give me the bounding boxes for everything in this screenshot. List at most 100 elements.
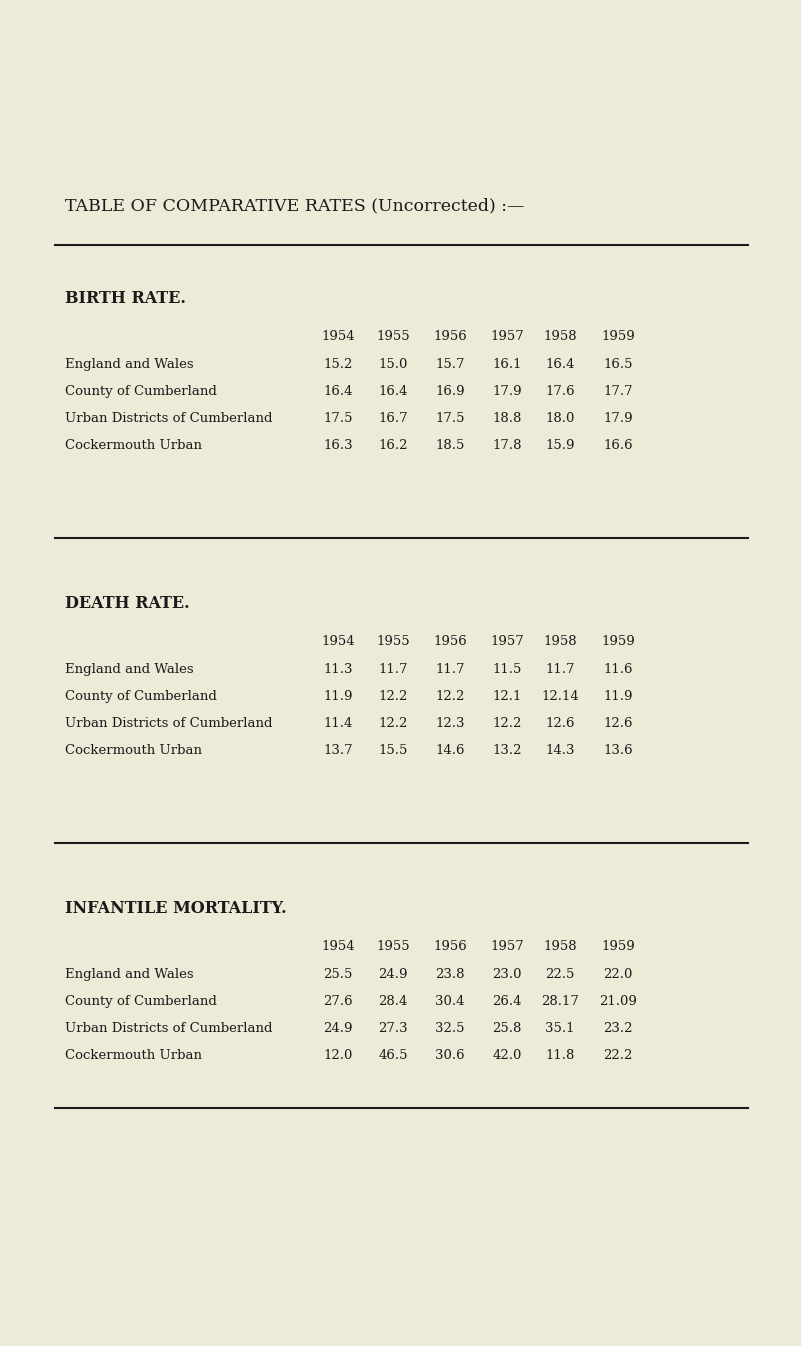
Text: 16.5: 16.5 bbox=[603, 358, 633, 371]
Text: 17.5: 17.5 bbox=[324, 412, 352, 425]
Text: 11.7: 11.7 bbox=[545, 664, 575, 676]
Text: Urban Districts of Cumberland: Urban Districts of Cumberland bbox=[65, 717, 272, 730]
Text: 27.6: 27.6 bbox=[323, 995, 352, 1008]
Text: 18.0: 18.0 bbox=[545, 412, 574, 425]
Text: 11.5: 11.5 bbox=[493, 664, 521, 676]
Text: 16.3: 16.3 bbox=[323, 439, 352, 452]
Text: 16.4: 16.4 bbox=[324, 385, 352, 398]
Text: 1955: 1955 bbox=[376, 635, 410, 647]
Text: 17.8: 17.8 bbox=[493, 439, 521, 452]
Text: 11.9: 11.9 bbox=[324, 690, 352, 703]
Text: 18.8: 18.8 bbox=[493, 412, 521, 425]
Text: 11.6: 11.6 bbox=[603, 664, 633, 676]
Text: 12.2: 12.2 bbox=[378, 717, 408, 730]
Text: 14.3: 14.3 bbox=[545, 744, 575, 756]
Text: 1957: 1957 bbox=[490, 635, 524, 647]
Text: 1957: 1957 bbox=[490, 330, 524, 343]
Text: 11.9: 11.9 bbox=[603, 690, 633, 703]
Text: England and Wales: England and Wales bbox=[65, 664, 194, 676]
Text: 16.4: 16.4 bbox=[545, 358, 575, 371]
Text: England and Wales: England and Wales bbox=[65, 968, 194, 981]
Text: 15.5: 15.5 bbox=[378, 744, 408, 756]
Text: 23.2: 23.2 bbox=[603, 1022, 633, 1035]
Text: 13.2: 13.2 bbox=[493, 744, 521, 756]
Text: 42.0: 42.0 bbox=[493, 1049, 521, 1062]
Text: 1958: 1958 bbox=[543, 940, 577, 953]
Text: Urban Districts of Cumberland: Urban Districts of Cumberland bbox=[65, 1022, 272, 1035]
Text: 17.9: 17.9 bbox=[492, 385, 521, 398]
Text: 11.3: 11.3 bbox=[324, 664, 352, 676]
Text: 17.7: 17.7 bbox=[603, 385, 633, 398]
Text: 28.4: 28.4 bbox=[378, 995, 408, 1008]
Text: 23.8: 23.8 bbox=[435, 968, 465, 981]
Text: 16.6: 16.6 bbox=[603, 439, 633, 452]
Text: 14.6: 14.6 bbox=[435, 744, 465, 756]
Text: 18.5: 18.5 bbox=[435, 439, 465, 452]
Text: 24.9: 24.9 bbox=[324, 1022, 352, 1035]
Text: 17.9: 17.9 bbox=[603, 412, 633, 425]
Text: 15.7: 15.7 bbox=[435, 358, 465, 371]
Text: 1956: 1956 bbox=[433, 635, 467, 647]
Text: 16.7: 16.7 bbox=[378, 412, 408, 425]
Text: 11.7: 11.7 bbox=[435, 664, 465, 676]
Text: 28.17: 28.17 bbox=[541, 995, 579, 1008]
Text: 16.2: 16.2 bbox=[378, 439, 408, 452]
Text: TABLE OF COMPARATIVE RATES (Uncorrected) :—: TABLE OF COMPARATIVE RATES (Uncorrected)… bbox=[65, 197, 525, 214]
Text: DEATH RATE.: DEATH RATE. bbox=[65, 595, 190, 612]
Text: 1958: 1958 bbox=[543, 635, 577, 647]
Text: 22.5: 22.5 bbox=[545, 968, 574, 981]
Text: Cockermouth Urban: Cockermouth Urban bbox=[65, 1049, 202, 1062]
Text: 1959: 1959 bbox=[601, 940, 635, 953]
Text: 24.9: 24.9 bbox=[378, 968, 408, 981]
Text: 12.0: 12.0 bbox=[324, 1049, 352, 1062]
Text: 27.3: 27.3 bbox=[378, 1022, 408, 1035]
Text: County of Cumberland: County of Cumberland bbox=[65, 995, 217, 1008]
Text: 1954: 1954 bbox=[321, 330, 355, 343]
Text: 12.1: 12.1 bbox=[493, 690, 521, 703]
Text: Cockermouth Urban: Cockermouth Urban bbox=[65, 744, 202, 756]
Text: 12.6: 12.6 bbox=[545, 717, 575, 730]
Text: 16.1: 16.1 bbox=[493, 358, 521, 371]
Text: 25.8: 25.8 bbox=[493, 1022, 521, 1035]
Text: 12.2: 12.2 bbox=[378, 690, 408, 703]
Text: England and Wales: England and Wales bbox=[65, 358, 194, 371]
Text: BIRTH RATE.: BIRTH RATE. bbox=[65, 289, 186, 307]
Text: County of Cumberland: County of Cumberland bbox=[65, 690, 217, 703]
Text: 30.4: 30.4 bbox=[435, 995, 465, 1008]
Text: 1959: 1959 bbox=[601, 635, 635, 647]
Text: 12.2: 12.2 bbox=[435, 690, 465, 703]
Text: 25.5: 25.5 bbox=[324, 968, 352, 981]
Text: County of Cumberland: County of Cumberland bbox=[65, 385, 217, 398]
Text: 17.5: 17.5 bbox=[435, 412, 465, 425]
Text: 1957: 1957 bbox=[490, 940, 524, 953]
Text: 13.7: 13.7 bbox=[323, 744, 352, 756]
Text: 15.0: 15.0 bbox=[378, 358, 408, 371]
Text: 1954: 1954 bbox=[321, 635, 355, 647]
Text: 12.2: 12.2 bbox=[493, 717, 521, 730]
Text: Cockermouth Urban: Cockermouth Urban bbox=[65, 439, 202, 452]
Text: 12.3: 12.3 bbox=[435, 717, 465, 730]
Text: 12.14: 12.14 bbox=[541, 690, 579, 703]
Text: 15.9: 15.9 bbox=[545, 439, 575, 452]
Text: 1954: 1954 bbox=[321, 940, 355, 953]
Text: 21.09: 21.09 bbox=[599, 995, 637, 1008]
Text: 15.2: 15.2 bbox=[324, 358, 352, 371]
Text: 11.7: 11.7 bbox=[378, 664, 408, 676]
Text: 1955: 1955 bbox=[376, 940, 410, 953]
Text: 1956: 1956 bbox=[433, 940, 467, 953]
Text: 11.8: 11.8 bbox=[545, 1049, 574, 1062]
Text: 1959: 1959 bbox=[601, 330, 635, 343]
Text: 12.6: 12.6 bbox=[603, 717, 633, 730]
Text: 1955: 1955 bbox=[376, 330, 410, 343]
Text: 13.6: 13.6 bbox=[603, 744, 633, 756]
Text: 22.0: 22.0 bbox=[603, 968, 633, 981]
Text: 32.5: 32.5 bbox=[435, 1022, 465, 1035]
Text: 35.1: 35.1 bbox=[545, 1022, 575, 1035]
Text: 46.5: 46.5 bbox=[378, 1049, 408, 1062]
Text: 1956: 1956 bbox=[433, 330, 467, 343]
Text: 22.2: 22.2 bbox=[603, 1049, 633, 1062]
Text: 1958: 1958 bbox=[543, 330, 577, 343]
Text: 30.6: 30.6 bbox=[435, 1049, 465, 1062]
Text: 26.4: 26.4 bbox=[493, 995, 521, 1008]
Text: 23.0: 23.0 bbox=[493, 968, 521, 981]
